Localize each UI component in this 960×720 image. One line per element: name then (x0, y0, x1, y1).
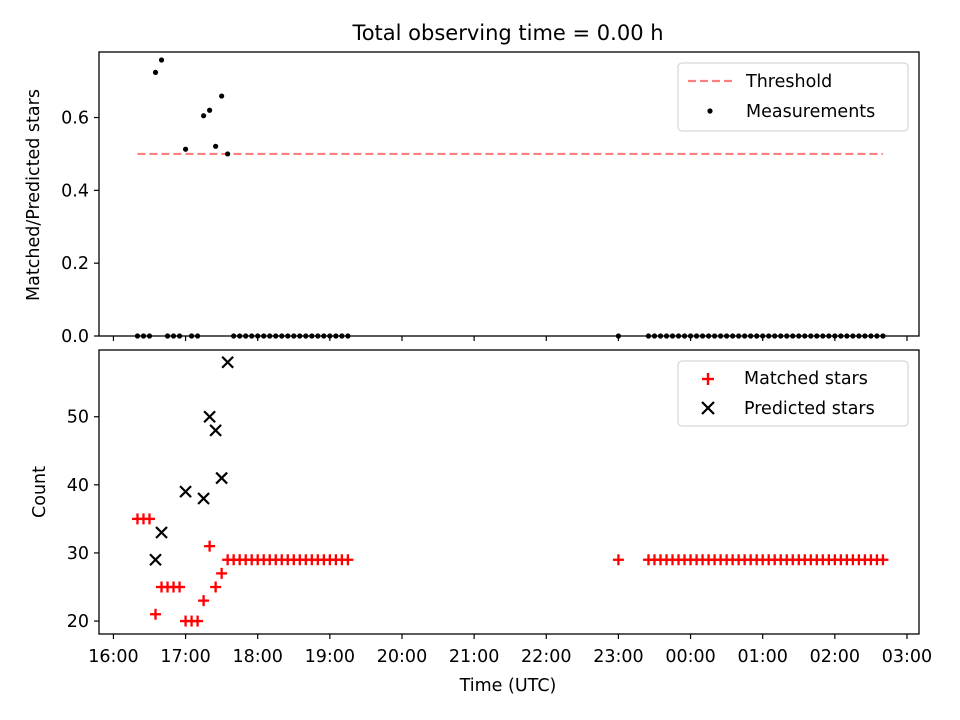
top-axes-frame (98, 51, 920, 337)
matched-legend-label: Matched stars (744, 369, 868, 389)
top-y-tick-label: 0.4 (61, 181, 89, 201)
measurement-point (213, 143, 219, 149)
measurement-point (219, 93, 225, 99)
bottom-y-tick-label: 30 (67, 544, 89, 564)
predicted-star-point (221, 355, 234, 369)
x-tick-label: 00:00 (665, 647, 715, 667)
bottom-legend-box (677, 360, 909, 427)
matched-star-point (150, 608, 162, 620)
predicted-star-point (215, 471, 228, 485)
x-tick-label: 22:00 (521, 647, 571, 667)
predicted-legend-label: Predicted stars (744, 399, 875, 419)
x-tick-label: 19:00 (305, 647, 355, 667)
x-tick-label: 17:00 (160, 647, 210, 667)
predicted-legend-swatch (701, 401, 715, 415)
x-tick-label: 18:00 (232, 647, 282, 667)
top-y-tick-label: 0.6 (61, 109, 89, 129)
predicted-star-point (209, 424, 222, 437)
x-axis-label: Time (UTC) (459, 676, 557, 696)
x-tick-label: 01:00 (737, 647, 787, 667)
measurement-point (182, 146, 189, 152)
measurement-point (225, 151, 231, 157)
measurements-legend-label: Measurements (746, 102, 875, 122)
bottom-y-tick-label: 50 (67, 408, 89, 428)
top-legend: Threshold Measurements (677, 62, 909, 132)
measurements-legend-swatch (707, 108, 713, 114)
matched-star-point (877, 554, 889, 566)
x-tick-label: 20:00 (377, 647, 427, 667)
threshold-legend-label: Threshold (745, 72, 832, 92)
x-tick-label: 03:00 (882, 647, 932, 667)
matched-star-point (210, 581, 222, 593)
top-axes: Matched/Predicted stars Threshold Measur… (24, 51, 920, 339)
x-tick-label: 16:00 (88, 647, 138, 667)
matched-star-point (192, 615, 204, 627)
top-legend-box (677, 62, 909, 132)
bottom-axes-frame (98, 349, 920, 635)
matched-star-point (612, 554, 624, 566)
matched-star-point (216, 567, 228, 579)
predicted-star-point (179, 485, 192, 498)
measurement-point (152, 69, 159, 75)
bottom-y-axis-label: Count (30, 466, 50, 518)
x-tick-label: 21:00 (449, 647, 499, 667)
matched-legend-swatch (702, 373, 714, 385)
measurement-point (207, 107, 213, 113)
bottom-axes: Count Matched stars Predicted stars Time… (30, 349, 920, 696)
bottom-legend: Matched stars Predicted stars (677, 360, 909, 427)
matched-star-point (174, 581, 186, 593)
matched-star-point (204, 540, 216, 552)
predicted-star-point (203, 410, 216, 424)
bottom-y-tick-label: 40 (67, 476, 89, 496)
top-y-tick-label: 0.0 (61, 327, 89, 347)
predicted-star-point (149, 553, 162, 567)
predicted-star-point (155, 526, 168, 539)
bottom-plot-area (131, 355, 889, 627)
matched-star-point (342, 554, 354, 566)
matched-star-point (143, 513, 155, 525)
figure-title: Total observing time = 0.00 h (351, 21, 663, 45)
measurement-point (158, 57, 165, 63)
measurement-point (201, 113, 207, 119)
predicted-star-point (197, 492, 210, 505)
top-y-axis-label: Matched/Predicted stars (24, 89, 44, 301)
bottom-y-tick-label: 20 (67, 612, 89, 632)
matched-star-point (198, 595, 210, 607)
x-tick-label: 02:00 (810, 647, 860, 667)
x-tick-label: 23:00 (593, 647, 643, 667)
top-y-tick-label: 0.2 (61, 254, 89, 274)
